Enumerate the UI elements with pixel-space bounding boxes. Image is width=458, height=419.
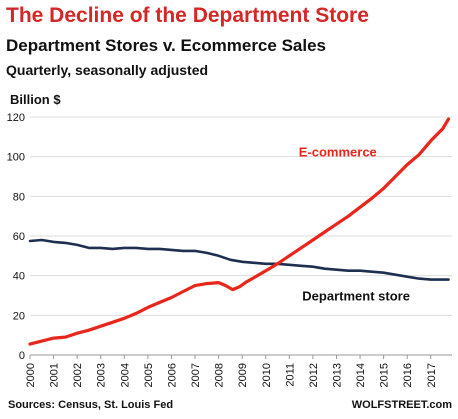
x-tick-label: 2007 xyxy=(190,363,202,387)
y-tick-label: 0 xyxy=(19,350,25,362)
y-tick-label: 40 xyxy=(13,271,25,283)
x-tick-label: 2013 xyxy=(331,363,343,387)
y-tick-label: 100 xyxy=(7,152,25,164)
x-tick-label: 2009 xyxy=(237,363,249,387)
x-tick-label: 2011 xyxy=(284,363,296,387)
x-tick-label: 2017 xyxy=(426,363,438,387)
brand-logo-text: WOLFSTREET.com xyxy=(351,399,452,411)
chart-note: Quarterly, seasonally adjusted xyxy=(6,62,209,78)
x-tick-label: 2001 xyxy=(49,363,61,387)
y-axis-ticks: 0 20 40 60 80 100 120 xyxy=(7,112,25,362)
y-axis-label: Billion $ xyxy=(10,92,61,107)
x-tick-label: 2003 xyxy=(96,363,108,387)
y-tick-label: 20 xyxy=(13,310,25,322)
source-note: Sources: Census, St. Louis Fed xyxy=(8,399,174,411)
x-axis-ticks: 2000 2001 2002 2003 2004 2005 2006 2007 2008 2009… xyxy=(25,355,438,387)
x-tick-label: 2015 xyxy=(379,363,391,387)
x-tick-label: 2000 xyxy=(25,363,37,387)
x-tick-label: 2006 xyxy=(166,363,178,387)
department-store-line xyxy=(28,238,450,281)
chart-title: The Decline of the Department Store xyxy=(6,4,369,27)
y-tick-label: 120 xyxy=(7,112,25,124)
x-tick-label: 2010 xyxy=(261,363,273,387)
x-tick-label: 2014 xyxy=(355,363,367,387)
department-store-label: Department store xyxy=(302,288,410,303)
y-tick-label: 80 xyxy=(13,191,25,203)
series-lines xyxy=(28,117,451,346)
x-tick-label: 2004 xyxy=(119,363,131,387)
x-tick-label: 2016 xyxy=(402,363,414,387)
ecommerce-line xyxy=(28,117,451,346)
x-tick-label: 2008 xyxy=(214,363,226,387)
y-tick-label: 60 xyxy=(13,231,25,243)
gridlines xyxy=(30,116,452,316)
chart-subtitle: Department Stores v. Ecommerce Sales xyxy=(6,36,326,55)
x-tick-label: 2012 xyxy=(308,363,320,387)
ecommerce-label: E-commerce xyxy=(299,145,377,160)
x-tick-label: 2002 xyxy=(72,363,84,387)
x-tick-label: 2005 xyxy=(143,363,155,387)
